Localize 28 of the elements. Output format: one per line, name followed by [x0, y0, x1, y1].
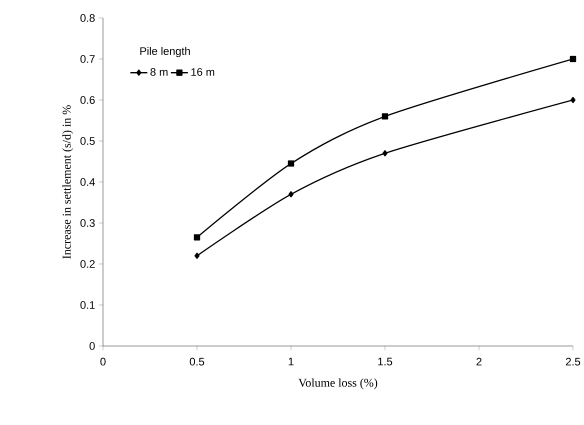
legend-title: Pile length [140, 46, 190, 58]
legend-label: 16 m [191, 68, 214, 76]
x-tick-label: 0 [100, 358, 106, 366]
point [570, 96, 576, 104]
point [288, 191, 294, 198]
point [288, 160, 294, 167]
x-tick-label: 2 [476, 358, 482, 366]
y-tick-label: 0.7 [80, 55, 95, 63]
x-axis-title: Volume loss (%) [298, 378, 378, 390]
legend-label: 8 m [150, 68, 168, 76]
y-tick-label: 0.8 [80, 14, 95, 22]
point [382, 150, 388, 156]
y-tick-label: 0.6 [80, 96, 95, 104]
y-axis-title: Increase in settlement (s/d) in % [62, 105, 74, 259]
y-tick-label: 0.4 [80, 178, 95, 186]
x-tick-label: 2.5 [566, 358, 580, 366]
point [194, 252, 200, 259]
y-tick-label: 0.5 [80, 137, 95, 145]
y-tick-label: 0.2 [80, 260, 95, 268]
x-tick-label: 1.5 [378, 358, 392, 366]
y-tick-label: 0.1 [80, 301, 95, 309]
point [194, 234, 200, 240]
x-tick-label: 1 [288, 358, 294, 366]
point [570, 56, 576, 62]
x-tick-label: 0.5 [190, 358, 204, 366]
point [382, 113, 388, 120]
y-tick-label: 0 [90, 342, 95, 350]
y-tick-label: 0.3 [80, 219, 95, 227]
